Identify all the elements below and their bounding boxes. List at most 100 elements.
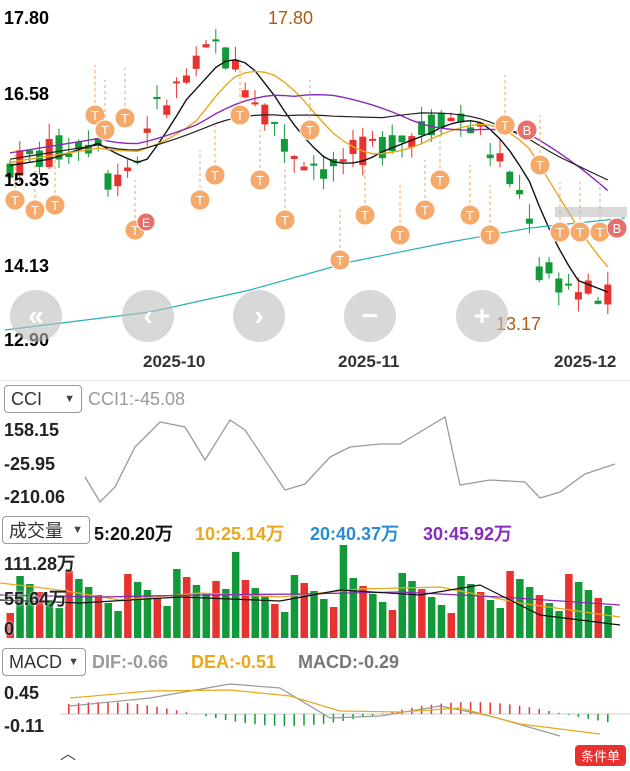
candle-body [525, 218, 533, 224]
trade-marker-t [354, 204, 376, 226]
trade-marker-label: T [466, 208, 474, 223]
cci-axis-top: 158.15 [4, 420, 60, 440]
candle-body [516, 190, 524, 195]
trade-marker-label: T [131, 223, 139, 238]
volume-bar [173, 569, 181, 638]
trade-marker-t [459, 204, 481, 226]
volume-bar [222, 589, 230, 638]
candle-body [271, 121, 279, 124]
cci-selector[interactable]: CCI ▼ [4, 385, 82, 413]
candle-body [604, 284, 612, 305]
volume-axis-zero: 0 [4, 619, 15, 639]
macd-dea: DEA:-0.51 [191, 652, 277, 672]
candle-body [418, 121, 426, 135]
trade-marker-label: B [523, 123, 532, 138]
candle-body [535, 266, 543, 281]
trade-marker-t [114, 107, 136, 129]
volume-chart [0, 545, 621, 638]
volume-bar [6, 613, 14, 638]
cci-axis-mid: -25.95 [4, 454, 56, 474]
volume-bar [486, 600, 495, 638]
trade-marker-label: T [256, 173, 264, 188]
volume-bar [555, 611, 563, 638]
trade-marker-t [274, 209, 296, 231]
volume-bar [114, 611, 122, 638]
divider [0, 380, 630, 381]
scroll-start-button[interactable]: « [10, 290, 62, 342]
candle-body [65, 153, 73, 157]
volume-bar [16, 576, 24, 638]
volume-bar [574, 582, 583, 638]
trade-marker-t [414, 199, 436, 221]
zoom-out-button[interactable]: − [344, 290, 396, 342]
trade-marker-label: B [613, 221, 622, 236]
volume-bar [447, 613, 455, 638]
candle-body [437, 112, 445, 129]
trade-marker-label: T [236, 108, 244, 123]
candle-body [388, 135, 396, 152]
candle-body [300, 166, 308, 171]
candle-body [565, 283, 573, 286]
volume-bar [75, 579, 83, 638]
volume-bar [320, 599, 328, 638]
trade-marker-t [329, 249, 351, 271]
macd-value: MACD:-0.29 [298, 652, 400, 672]
candle-body [55, 135, 63, 160]
macd-selector[interactable]: MACD ▼ [2, 648, 86, 676]
candle-body [251, 102, 259, 105]
volume-bar [300, 583, 308, 638]
trade-marker-label: T [51, 198, 59, 213]
volume-bar [163, 606, 171, 638]
date-label-oct: 2025-10 [143, 352, 206, 371]
candle-body [545, 262, 553, 274]
candle-body [231, 60, 239, 70]
volume-bar [65, 571, 73, 638]
trade-marker-t [429, 169, 451, 191]
candle-body [555, 278, 563, 293]
collapse-chevron-icon[interactable]: ︿ [60, 746, 77, 763]
volume-bar [192, 585, 201, 638]
zoom-in-button[interactable]: + [456, 290, 508, 342]
candle-body [35, 150, 43, 167]
volume-bar [241, 580, 250, 638]
macd-selector-label: MACD [9, 651, 62, 672]
volume-bar [35, 592, 44, 638]
volume-bar [26, 584, 34, 638]
cci-value: CCI1:-45.08 [88, 389, 186, 409]
trade-marker-label: T [306, 123, 314, 138]
candle-body [143, 128, 151, 133]
trade-marker-label: T [576, 225, 584, 240]
trade-marker-b [516, 119, 538, 141]
scroll-right-button[interactable]: › [233, 290, 285, 342]
volume-bar [153, 598, 161, 638]
volume-ma10: 10:25.14万 [195, 524, 285, 544]
candle-body [398, 135, 406, 143]
date-label-dec: 2025-12 [554, 352, 617, 371]
volume-bar [84, 587, 93, 638]
volume-bar [408, 581, 416, 638]
chevron-down-icon: ▼ [68, 656, 79, 668]
trade-marker-t [249, 169, 271, 191]
trade-marker-e [136, 212, 156, 232]
volume-bar [427, 597, 436, 638]
candle-body [202, 44, 210, 48]
volume-bar [457, 576, 465, 638]
trade-marker-label: T [486, 228, 494, 243]
scroll-left-button[interactable]: ‹ [122, 290, 174, 342]
trade-marker-t [4, 189, 26, 211]
trade-marker-label: T [101, 123, 109, 138]
candle-body [280, 138, 288, 152]
candle-body [427, 114, 435, 136]
candle-body [16, 150, 24, 176]
volume-bar [261, 596, 269, 638]
volume-selector[interactable]: 成交量 ▼ [2, 516, 90, 544]
trade-marker-label: T [11, 193, 19, 208]
condition-order-badge[interactable]: 条件单 [574, 745, 626, 766]
volume-bar [45, 600, 54, 638]
trade-marker-label: T [501, 118, 509, 133]
candle-body [486, 154, 494, 159]
macd-axis-bottom: -0.11 [4, 716, 45, 736]
volume-bar [182, 577, 191, 638]
candle-body [94, 137, 102, 146]
